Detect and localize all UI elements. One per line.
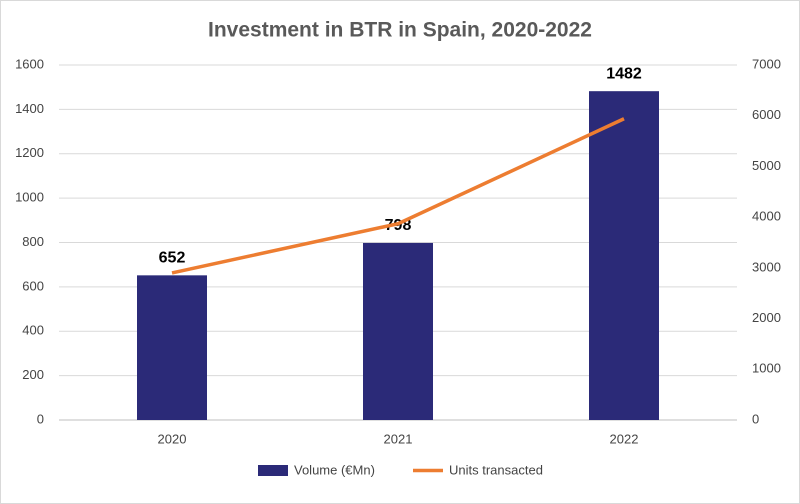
y2-tick-label: 1000 [752, 361, 781, 376]
x-tick-label: 2022 [610, 431, 639, 446]
legend-label: Volume (€Mn) [294, 462, 375, 477]
y-tick-label: 1000 [15, 190, 44, 205]
data-label: 1482 [606, 65, 642, 82]
y-tick-label: 1400 [15, 101, 44, 116]
legend-label: Units transacted [449, 462, 543, 477]
bar [589, 91, 659, 421]
x-tick-label: 2020 [158, 431, 187, 446]
bar [363, 242, 433, 420]
x-tick-label: 2021 [384, 431, 413, 446]
chart-title: Investment in BTR in Spain, 2020-2022 [208, 19, 592, 42]
y2-tick-label: 0 [752, 411, 759, 426]
y2-tick-label: 2000 [752, 310, 781, 325]
y-tick-label: 1200 [15, 145, 44, 160]
data-label: 652 [159, 250, 186, 267]
bar [137, 275, 207, 420]
y-tick-label: 800 [22, 234, 44, 249]
y-tick-label: 1600 [15, 56, 44, 71]
y-tick-label: 200 [22, 367, 44, 382]
line [171, 117, 625, 275]
y2-tick-label: 7000 [752, 56, 781, 71]
y-tick-label: 400 [22, 323, 44, 338]
y2-tick-label: 6000 [752, 107, 781, 122]
y2-tick-label: 4000 [752, 209, 781, 224]
legend-swatch [258, 465, 288, 476]
y2-tick-label: 5000 [752, 158, 781, 173]
y-tick-label: 0 [37, 411, 44, 426]
y-tick-label: 600 [22, 278, 44, 293]
y2-tick-label: 3000 [752, 259, 781, 274]
